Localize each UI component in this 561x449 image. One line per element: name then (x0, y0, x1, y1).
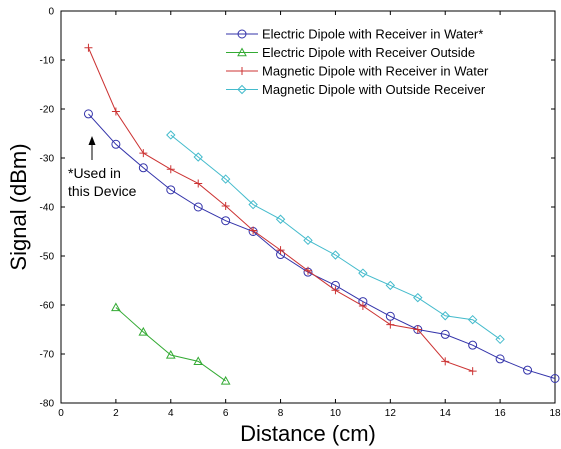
data-point (468, 340, 478, 350)
data-point (83, 109, 93, 119)
y-tick-label: -60 (40, 301, 55, 312)
legend-item: Electric Dipole with Receiver Outside (226, 45, 475, 60)
data-point (440, 311, 450, 321)
series-3 (84, 43, 477, 376)
data-point (468, 367, 477, 376)
data-point (385, 311, 395, 321)
x-tick-label: 18 (549, 408, 561, 419)
data-point (386, 320, 395, 329)
x-tick-label: 12 (385, 408, 397, 419)
y-axis-label: Signal (dBm) (6, 143, 31, 270)
data-point (495, 334, 505, 345)
y-tick-label: -80 (40, 399, 55, 410)
y-tick-label: -40 (40, 203, 55, 214)
data-point (275, 214, 286, 224)
data-point (138, 326, 149, 336)
data-point (220, 174, 231, 184)
y-tick-label: -30 (40, 154, 55, 165)
data-point (385, 280, 396, 291)
legend-swatch-marker (237, 84, 247, 95)
x-tick-label: 2 (113, 408, 119, 419)
data-point (276, 246, 285, 255)
legend-swatch-marker (238, 67, 246, 75)
data-point (248, 199, 258, 210)
data-point (249, 226, 258, 235)
data-point (194, 179, 203, 188)
x-tick-label: 10 (330, 408, 342, 419)
x-tick-label: 16 (495, 408, 507, 419)
data-point (550, 374, 560, 383)
data-point (413, 325, 422, 334)
series-line (115, 307, 226, 382)
data-point (221, 216, 231, 226)
data-point (331, 286, 340, 295)
series-4 (166, 130, 505, 345)
legend: Electric Dipole with Receiver in Water* E… (219, 16, 546, 104)
data-point (467, 314, 478, 325)
data-point (139, 149, 148, 158)
y-tick-label: -20 (40, 105, 55, 116)
x-tick-label: 4 (168, 408, 174, 419)
data-point (330, 250, 341, 260)
axis-ticks: 0 2 4 6 8 10 12 14 16 18 0 -10 -20 -30 -40 -50 -60 -70 -80 (40, 7, 561, 420)
data-point (358, 301, 367, 310)
legend-box (219, 16, 546, 104)
data-point (193, 356, 204, 366)
data-point (220, 375, 231, 385)
legend-label: Magnetic Dipole with Receiver in Water (262, 64, 489, 79)
x-tick-label: 8 (278, 408, 284, 419)
data-point (111, 139, 121, 149)
annotation: *Used in this Device (68, 136, 137, 199)
legend-label: Magnetic Dipole with Outside Receiver (262, 82, 486, 97)
data-point (193, 202, 203, 212)
data-point (221, 202, 230, 211)
data-point (165, 349, 176, 359)
legend-swatch-marker (237, 47, 247, 57)
series-line (170, 134, 501, 340)
data-point (303, 235, 313, 246)
series-2 (111, 302, 231, 385)
data-point (138, 163, 148, 173)
data-point (523, 365, 533, 375)
legend-item: Magnetic Dipole with Outside Receiver (226, 82, 486, 97)
data-point (358, 268, 368, 278)
legend-label: Electric Dipole with Receiver in Water* (262, 27, 483, 42)
data-point (440, 329, 450, 339)
data-point (111, 302, 121, 312)
x-axis-label: Distance (cm) (240, 421, 376, 446)
data-point (441, 357, 450, 366)
data-point (166, 130, 176, 140)
data-point (193, 152, 203, 162)
y-tick-label: -70 (40, 350, 55, 361)
y-tick-label: 0 (48, 7, 54, 18)
data-point (111, 107, 120, 116)
annotation-arrow-head (88, 136, 96, 145)
data-point (166, 165, 175, 174)
x-tick-label: 0 (58, 408, 64, 419)
legend-label: Electric Dipole with Receiver Outside (262, 45, 475, 60)
data-point (304, 266, 312, 275)
x-tick-label: 14 (440, 408, 452, 419)
annotation-line-2: this Device (68, 183, 137, 199)
data-point (84, 43, 93, 52)
legend-swatch-marker (237, 29, 247, 39)
data-point (166, 185, 176, 195)
data-point (413, 292, 423, 303)
legend-item: Magnetic Dipole with Receiver in Water (226, 64, 489, 79)
series-line (88, 113, 556, 379)
x-tick-label: 6 (223, 408, 229, 419)
y-tick-label: -50 (40, 252, 55, 263)
annotation-line-1: *Used in (68, 165, 121, 181)
series-layer (83, 43, 560, 385)
series-1 (83, 109, 560, 383)
legend-item: Electric Dipole with Receiver in Water* (226, 27, 483, 42)
data-point (495, 354, 505, 364)
y-tick-label: -10 (40, 56, 55, 67)
